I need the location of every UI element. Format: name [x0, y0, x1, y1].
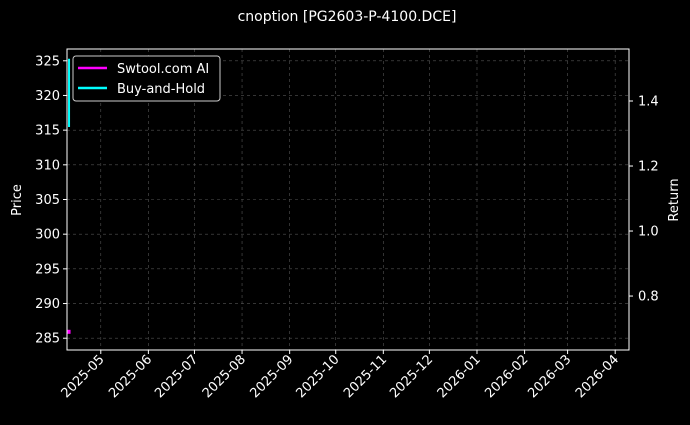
x-tick-label: 2025-11 — [341, 352, 390, 401]
x-tick-label: 2025-09 — [247, 352, 296, 401]
x-tick-label: 2025-07 — [152, 352, 201, 401]
y-tick-label: 300 — [35, 228, 60, 243]
y2-tick-label: 1.2 — [638, 160, 659, 175]
y-tick-label: 295 — [35, 262, 60, 277]
x-tick-label: 2025-08 — [200, 352, 249, 401]
x-tick-label: 2025-05 — [59, 352, 108, 401]
y-tick-label: 305 — [35, 193, 60, 208]
x-tick-label: 2025-12 — [387, 352, 436, 401]
y-tick-label: 315 — [35, 124, 60, 139]
x-tick-label: 2026-01 — [435, 352, 484, 401]
x-tick-label: 2026-03 — [525, 352, 574, 401]
y-tick-label: 325 — [35, 54, 60, 69]
y-tick-label: 310 — [35, 158, 60, 173]
x-tick-label: 2025-06 — [106, 352, 155, 401]
chart-title: cnoption [PG2603-P-4100.DCE] — [238, 9, 457, 25]
legend-label-swtool: Swtool.com AI — [117, 62, 209, 77]
legend-label-buyhold: Buy-and-Hold — [117, 82, 205, 97]
y-tick-label: 290 — [35, 297, 60, 312]
y2-tick-label: 0.8 — [638, 290, 659, 305]
y-tick-label: 285 — [35, 332, 60, 347]
y-axis-label: Price — [10, 184, 25, 216]
x-tick-label: 2025-10 — [294, 352, 343, 401]
series-point-0 — [67, 329, 71, 334]
x-tick-label: 2026-02 — [482, 352, 531, 401]
y2-axis-label: Return — [667, 178, 682, 221]
x-tick-label: 2026-04 — [573, 352, 622, 401]
y2-tick-label: 1.0 — [638, 225, 659, 240]
y-tick-label: 320 — [35, 89, 60, 104]
y2-tick-label: 1.4 — [638, 95, 659, 110]
legend: Swtool.com AI Buy-and-Hold — [72, 55, 221, 102]
